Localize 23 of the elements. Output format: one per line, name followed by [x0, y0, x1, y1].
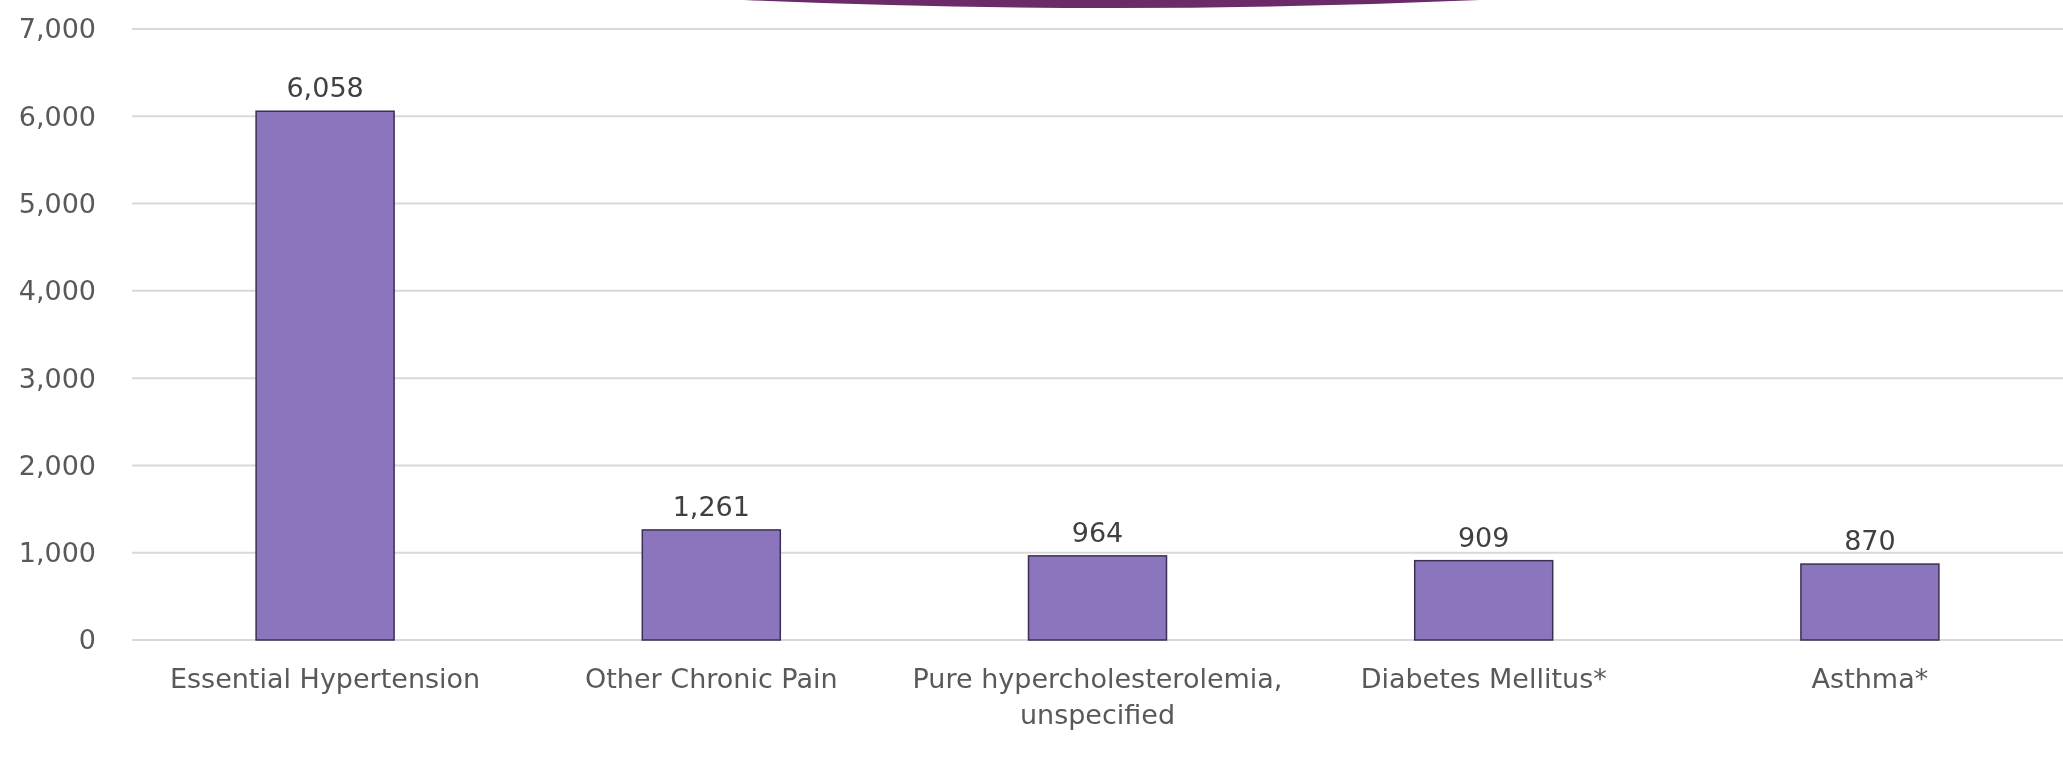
x-tick-label: Pure hypercholesterolemia, unspecified — [912, 663, 1283, 730]
y-tick-label: 2,000 — [18, 449, 96, 481]
data-label: 964 — [1071, 516, 1124, 548]
y-tick-label: 7,000 — [18, 13, 96, 45]
data-label: 6,058 — [286, 72, 364, 104]
y-tick-label: 4,000 — [18, 275, 96, 307]
y-tick-label: 0 — [78, 624, 96, 656]
x-tick-label: Asthma* — [1811, 663, 1929, 694]
x-tick-label: Other Chronic Pain — [585, 663, 838, 694]
bar — [641, 529, 782, 641]
y-tick-label: 5,000 — [18, 188, 96, 220]
data-label: 909 — [1457, 521, 1510, 553]
x-tick-label: Essential Hypertension — [169, 663, 481, 694]
bar — [1413, 559, 1554, 641]
x-tick-label: Diabetes Mellitus* — [1360, 663, 1607, 694]
y-tick-label: 1,000 — [18, 537, 96, 569]
bar — [1027, 555, 1168, 641]
data-label: 1,261 — [672, 490, 750, 522]
bar — [255, 110, 395, 641]
data-label: 870 — [1844, 525, 1896, 557]
y-tick-label: 6,000 — [18, 100, 96, 132]
bar — [1800, 563, 1940, 641]
y-tick-label: 3,000 — [18, 362, 96, 394]
